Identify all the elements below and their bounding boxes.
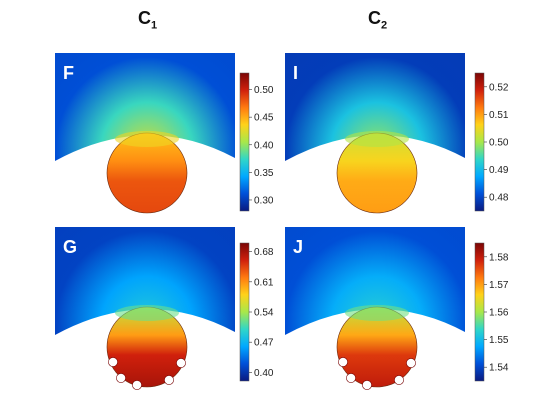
colorbar-i: 0.52 0.51 0.50 0.49 0.48 bbox=[474, 72, 525, 213]
panel-i-plot: I bbox=[285, 53, 465, 214]
pore-hole bbox=[362, 380, 372, 390]
colorbar-gradient bbox=[239, 242, 250, 382]
colorbar-tick-label: 0.47 bbox=[254, 338, 274, 349]
pore-hole bbox=[164, 375, 174, 385]
column-header-c2: C2 bbox=[368, 8, 388, 32]
panel-g: G bbox=[55, 227, 237, 390]
colorbar-gradient bbox=[474, 242, 485, 382]
panel-j-plot: J bbox=[285, 227, 465, 390]
colorbar-tick-label: 0.35 bbox=[254, 168, 274, 179]
colorbar-tick-label: 0.54 bbox=[254, 308, 274, 319]
colorbar-tick-label: 1.56 bbox=[489, 308, 509, 319]
interface-glow bbox=[345, 305, 409, 321]
colorbar-tick-label: 0.40 bbox=[254, 368, 274, 379]
interface-glow bbox=[345, 131, 409, 147]
colorbar-gradient bbox=[239, 72, 250, 212]
colorbar-tick-label: 1.58 bbox=[489, 252, 509, 263]
panel-j: J bbox=[285, 227, 467, 390]
pore-hole bbox=[116, 373, 126, 383]
tissue-region bbox=[55, 53, 235, 161]
colorbar-tick-label: 0.48 bbox=[489, 193, 509, 204]
colorbar-tick-label: 0.40 bbox=[254, 140, 274, 151]
panel-label: F bbox=[63, 63, 74, 83]
colorbar-gradient bbox=[474, 72, 485, 212]
colorbar-g: 0.68 0.61 0.54 0.47 0.40 bbox=[239, 242, 290, 383]
colorbar-tick-label: 0.50 bbox=[254, 85, 274, 96]
column-header-c1: C1 bbox=[138, 8, 158, 32]
colorbar-j: 1.58 1.57 1.56 1.55 1.54 bbox=[474, 242, 525, 383]
pore-hole bbox=[132, 380, 142, 390]
panel-label: J bbox=[293, 237, 303, 257]
pore-hole bbox=[108, 357, 118, 367]
panel-label: I bbox=[293, 63, 298, 83]
panel-f: F bbox=[55, 53, 237, 214]
colorbar-tick-label: 1.55 bbox=[489, 335, 509, 346]
colorbar-tick-label: 0.50 bbox=[489, 138, 509, 149]
colorbar-tick-label: 0.68 bbox=[254, 247, 274, 258]
pore-hole bbox=[406, 358, 416, 368]
panel-i: I bbox=[285, 53, 467, 214]
colorbar-tick-label: 0.30 bbox=[254, 195, 274, 206]
pore-hole bbox=[338, 357, 348, 367]
colorbar-tick-label: 1.54 bbox=[489, 363, 509, 374]
colorbar-tick-label: 0.61 bbox=[254, 277, 274, 288]
tissue-region bbox=[55, 227, 235, 335]
tissue-region bbox=[285, 53, 465, 161]
colorbar-tick-label: 0.45 bbox=[254, 113, 274, 124]
panel-g-plot: G bbox=[55, 227, 235, 390]
colorbar-tick-label: 0.51 bbox=[489, 110, 509, 121]
colorbar-f: 0.50 0.45 0.40 0.35 0.30 bbox=[239, 72, 290, 213]
pore-hole bbox=[176, 358, 186, 368]
interface-glow bbox=[115, 305, 179, 321]
colorbar-tick-label: 1.57 bbox=[489, 280, 509, 291]
panel-label: G bbox=[63, 237, 77, 257]
panel-f-plot: F bbox=[55, 53, 235, 214]
colorbar-tick-label: 0.49 bbox=[489, 165, 509, 176]
pore-hole bbox=[346, 373, 356, 383]
pore-hole bbox=[394, 375, 404, 385]
tissue-region bbox=[285, 227, 465, 335]
interface-glow bbox=[115, 131, 179, 147]
colorbar-tick-label: 0.52 bbox=[489, 82, 509, 93]
